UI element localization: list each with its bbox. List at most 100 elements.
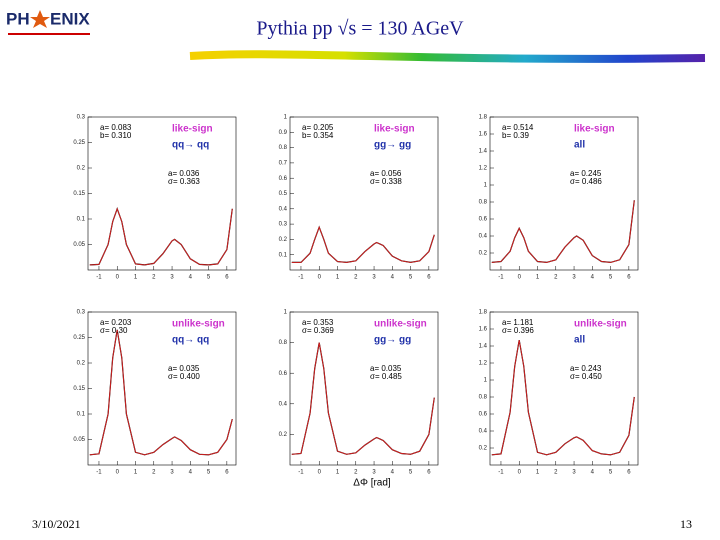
y-tick-label: 0.1 (77, 412, 86, 418)
sign-label: unlike-sign (172, 319, 225, 330)
sign-label: like-sign (574, 124, 615, 135)
process-label: gg→ gg (374, 335, 411, 346)
x-tick-label: 3 (170, 470, 174, 476)
sign-label: like-sign (172, 124, 213, 135)
y-tick-label: 0.9 (279, 130, 288, 136)
y-tick-label: 0.4 (279, 401, 288, 407)
y-tick-label: 0.8 (279, 340, 288, 346)
y-tick-label: 0.4 (479, 429, 488, 435)
x-tick-label: 4 (591, 470, 595, 476)
y-tick-label: 0.1 (77, 217, 86, 223)
y-tick-label: 0.8 (279, 145, 288, 151)
x-tick-label: 1 (536, 275, 540, 281)
x-tick-label: 6 (427, 275, 431, 281)
fit-parameter: a= 0.245 (570, 169, 602, 178)
y-tick-label: 0.05 (73, 437, 85, 443)
x-tick-label: 4 (391, 275, 395, 281)
fit-parameter: a= 0.036 (168, 169, 200, 178)
data-line (89, 207, 233, 266)
logo: PH ENIX (6, 9, 90, 35)
x-tick-label: -1 (96, 275, 102, 281)
plot-frame (489, 311, 639, 466)
fit-parameter: b= 0.354 (302, 131, 334, 140)
plot-frame (289, 311, 439, 466)
y-tick-label: 0.7 (279, 160, 288, 166)
y-tick-label: 0.8 (479, 200, 488, 206)
x-tick-label: 6 (427, 470, 431, 476)
y-tick-label: 0.3 (279, 222, 288, 228)
y-tick-label: 1 (284, 115, 288, 121)
x-tick-label: 4 (591, 275, 595, 281)
data-line (491, 339, 635, 456)
y-tick-label: 0.4 (279, 206, 288, 212)
process-label: all (574, 335, 585, 346)
logo-star (30, 10, 50, 28)
slide-title: Pythia pp √s = 130 AGeV (256, 18, 464, 40)
y-tick-label: 1 (484, 378, 488, 384)
x-tick-label: 5 (409, 275, 413, 281)
y-tick-label: 1.6 (479, 327, 488, 333)
footer-date: 3/10/2021 (32, 517, 81, 531)
y-tick-label: 0.4 (479, 234, 488, 240)
y-tick-label: 1.4 (479, 149, 488, 155)
y-tick-label: 0.05 (73, 242, 85, 248)
logo-right: ENIX (50, 9, 90, 28)
x-tick-label: 4 (189, 275, 193, 281)
fit-parameter: a= 0.035 (168, 364, 200, 373)
x-tick-label: 2 (152, 275, 156, 281)
y-tick-label: 1 (284, 310, 288, 316)
process-label: qq→ qq (172, 140, 209, 151)
y-tick-label: 1 (484, 183, 488, 189)
x-tick-label: 2 (152, 470, 156, 476)
x-tick-label: 6 (627, 275, 631, 281)
fit-parameter: a= 0.514 (502, 123, 534, 132)
x-tick-label: 5 (207, 470, 211, 476)
data-line (291, 342, 435, 455)
plot-frame (489, 116, 639, 271)
x-tick-label: 6 (627, 470, 631, 476)
x-tick-label: -1 (498, 275, 504, 281)
x-tick-label: -1 (298, 470, 304, 476)
x-tick-label: 3 (170, 275, 174, 281)
x-tick-label: 0 (116, 470, 120, 476)
fit-parameter: σ= 0.400 (168, 372, 200, 381)
x-tick-label: 5 (207, 275, 211, 281)
x-tick-label: 3 (372, 275, 376, 281)
fit-line (491, 200, 635, 263)
fit-parameter: a= 0.056 (370, 169, 402, 178)
y-tick-label: 0.5 (279, 191, 288, 197)
sign-label: unlike-sign (374, 319, 427, 330)
fit-parameter: a= 0.243 (570, 364, 602, 373)
y-tick-label: 0.3 (77, 310, 86, 316)
y-tick-label: 1.6 (479, 132, 488, 138)
y-tick-label: 0.2 (77, 166, 86, 172)
fit-parameter: a= 0.035 (370, 364, 402, 373)
x-axis-label: ΔΦ [rad] (353, 478, 391, 489)
x-tick-label: 4 (189, 470, 193, 476)
x-tick-label: 0 (318, 275, 322, 281)
y-tick-label: 0.25 (73, 335, 85, 341)
x-tick-label: 3 (572, 275, 576, 281)
y-tick-label: 0.2 (479, 251, 488, 257)
x-tick-label: 2 (554, 275, 558, 281)
process-label: qq→ qq (172, 335, 209, 346)
fit-line (291, 225, 435, 263)
fit-parameter: b= 0.39 (502, 131, 529, 140)
x-tick-label: 0 (116, 275, 120, 281)
x-tick-label: -1 (498, 470, 504, 476)
x-tick-label: 2 (554, 470, 558, 476)
fit-parameter: a= 0.205 (302, 123, 334, 132)
x-tick-label: 5 (409, 470, 413, 476)
fit-parameter: σ= 0.363 (168, 177, 200, 186)
y-tick-label: 0.1 (279, 252, 288, 258)
y-tick-label: 1.2 (479, 166, 488, 172)
x-tick-label: 3 (572, 470, 576, 476)
y-tick-label: 0.6 (279, 371, 288, 377)
logo-left: PH (6, 9, 30, 28)
data-line (491, 200, 635, 264)
fit-parameter: σ= 0.486 (570, 177, 602, 186)
y-tick-label: 0.8 (479, 395, 488, 401)
y-tick-label: 0.3 (77, 115, 86, 121)
x-tick-label: 0 (518, 470, 522, 476)
